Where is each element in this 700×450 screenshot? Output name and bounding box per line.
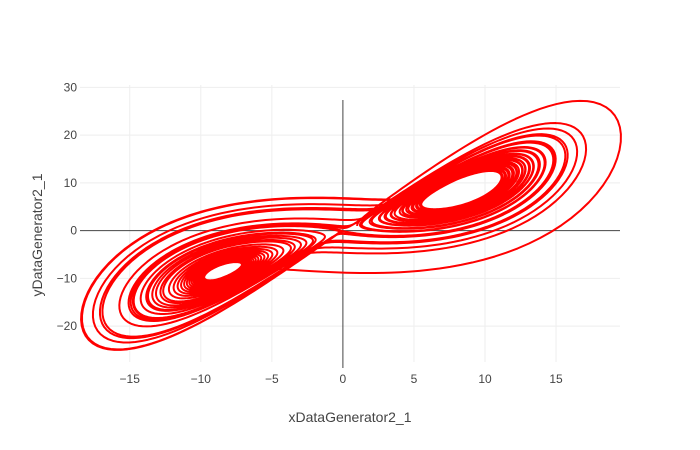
- x-tick-label: −15: [120, 372, 141, 386]
- x-axis-title: xDataGenerator2_1: [289, 409, 412, 425]
- x-tick-label: 5: [411, 372, 418, 386]
- y-tick-label: 10: [64, 176, 78, 190]
- series-trace-line: [80, 99, 622, 351]
- y-tick-label: −20: [57, 319, 78, 333]
- y-tick-label: 20: [64, 128, 78, 142]
- x-tick-label: 0: [340, 372, 347, 386]
- x-axis-ticks: −15 −10 −5 0 5 10 15: [120, 372, 563, 386]
- x-tick-label: 15: [549, 372, 563, 386]
- x-tick-label: 10: [478, 372, 492, 386]
- plot-area: [80, 99, 622, 351]
- y-tick-label: 0: [70, 224, 77, 238]
- y-tick-label: −10: [57, 271, 78, 285]
- x-tick-label: −10: [191, 372, 212, 386]
- y-axis-ticks: −20 −10 0 10 20 30: [57, 80, 78, 333]
- y-tick-label: 30: [64, 80, 78, 94]
- y-axis-title: yDataGenerator2_1: [29, 173, 45, 296]
- x-tick-label: −5: [265, 372, 279, 386]
